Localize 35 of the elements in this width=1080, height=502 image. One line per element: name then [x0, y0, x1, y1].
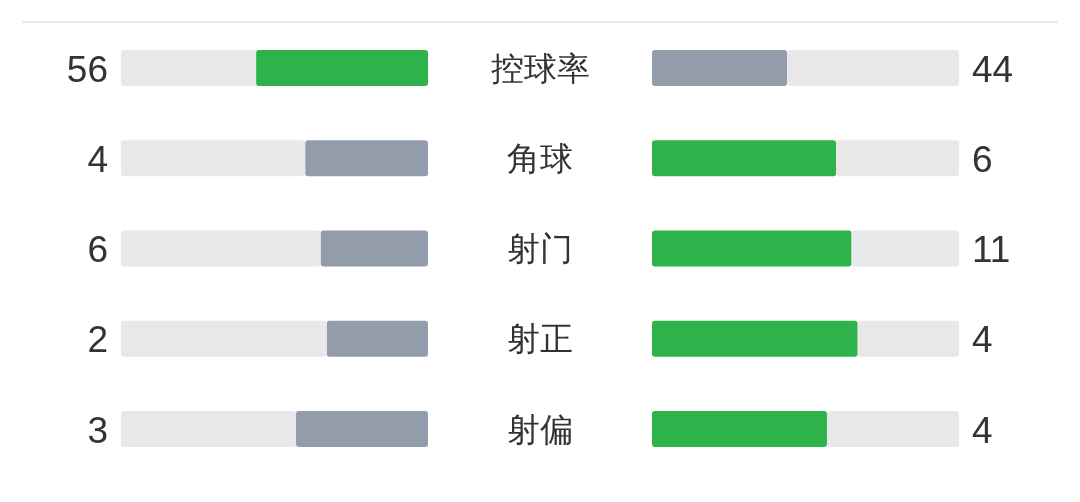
bar [121, 230, 321, 267]
bar [256, 50, 428, 86]
bar [295, 411, 428, 447]
bar [652, 411, 827, 447]
text: 56 [66, 48, 108, 90]
bar [121, 411, 296, 447]
text: 3 [87, 409, 108, 451]
bar [652, 230, 852, 267]
y-tick-label: 射正 [507, 320, 573, 358]
text: 4 [972, 319, 993, 361]
bar [652, 140, 837, 177]
text: 44 [972, 48, 1014, 90]
bar [652, 320, 858, 357]
bar [121, 320, 327, 357]
y-tick-label: 角球 [507, 139, 573, 177]
bar [320, 230, 428, 267]
bar [836, 140, 959, 177]
bar [857, 320, 959, 357]
bar [851, 230, 959, 267]
bar [652, 50, 788, 86]
bar [121, 50, 257, 86]
bar [121, 140, 306, 177]
bar [826, 411, 959, 447]
text: 4 [972, 409, 993, 451]
text: 2 [87, 319, 108, 361]
y-tick-label: 射偏 [507, 410, 573, 448]
y-tick-label: 射门 [507, 230, 573, 267]
bar [305, 140, 428, 177]
y-tick-label: 控球率 [490, 49, 590, 87]
text: 6 [87, 229, 108, 270]
text: 6 [972, 138, 993, 180]
bar [787, 50, 959, 86]
bar [326, 320, 428, 357]
text: 4 [87, 138, 108, 180]
text: 11 [972, 229, 1011, 270]
